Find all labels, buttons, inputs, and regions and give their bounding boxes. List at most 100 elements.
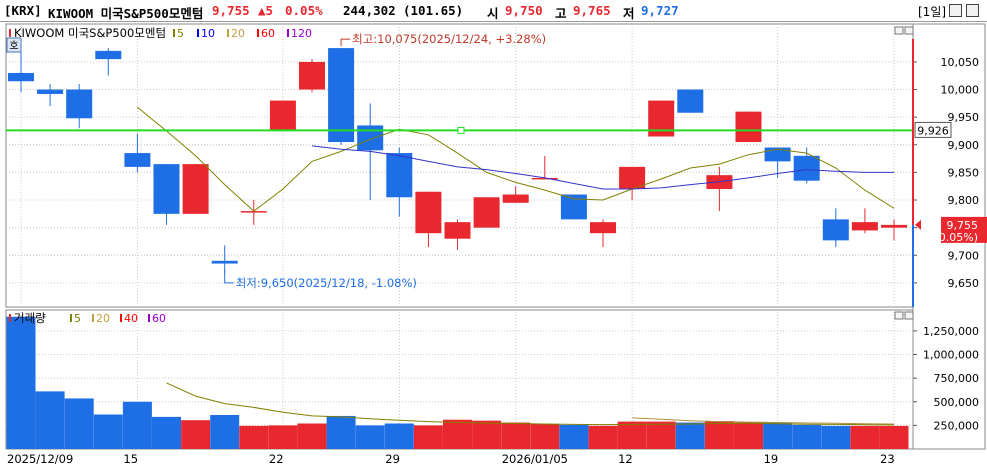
candle-body [124, 153, 151, 167]
price-tick-label: 9,950 [948, 111, 980, 124]
volume-tick-label: 1,000,000 [923, 349, 979, 362]
candle-body [66, 89, 93, 119]
candle-body [444, 222, 471, 239]
ma-legend-label: 10 [201, 27, 215, 40]
last-price-label: 9,755 [947, 219, 979, 232]
date-tick-label: 2026/01/05 [502, 452, 568, 466]
price-tick-label: 9,900 [948, 139, 980, 152]
open-price: 9,750 [505, 3, 543, 18]
date-tick-label: 12 [618, 452, 633, 466]
volume-bar [443, 419, 472, 449]
candle-body [881, 224, 907, 228]
price-tick-label: 9,850 [948, 166, 980, 179]
volume-value: 244,302 [343, 3, 396, 18]
volume-bar [588, 425, 618, 449]
volume-bar [617, 421, 647, 449]
low-price: 9,727 [641, 3, 679, 18]
ma-legend-label: 20 [231, 27, 245, 40]
candle-body [240, 211, 267, 213]
volume-ma-legend-marker [120, 314, 122, 322]
crosshair-handle[interactable] [457, 126, 465, 134]
volume-ma5-line [166, 382, 895, 426]
market-code: [KRX] [4, 3, 42, 18]
candle-body [299, 61, 325, 90]
candle-body [851, 222, 878, 231]
volume-ma-legend-marker [148, 314, 150, 322]
volume-ma-legend-marker [92, 314, 94, 322]
volume-ma-legend-label: 40 [124, 312, 138, 325]
candle-body [182, 164, 209, 214]
panel-window-button[interactable] [904, 26, 914, 35]
quote-tag-button[interactable] [6, 37, 22, 53]
restore-button[interactable] [949, 4, 962, 17]
candle-body [415, 191, 442, 234]
volume-bar [559, 424, 589, 449]
ma-legend-label: 120 [291, 27, 312, 40]
price-tick-label: 10,050 [941, 56, 980, 69]
volume-bar [64, 398, 94, 449]
date-tick-label: 23 [880, 452, 895, 466]
volume-bar [355, 425, 385, 449]
volume-bar [675, 422, 705, 449]
candle-body [590, 222, 616, 234]
candle-body [153, 164, 180, 214]
candle-body [328, 48, 355, 143]
candle-body [502, 194, 529, 203]
last-price-box [941, 216, 987, 243]
candle-body [473, 197, 500, 228]
date-tick-label: 2025/12/09 [7, 452, 73, 466]
volume-bar [326, 415, 356, 449]
date-tick-label: 15 [123, 452, 138, 466]
volume-bar [734, 422, 763, 449]
volume-bar [850, 425, 880, 449]
volume-ma-legend-label: 60 [152, 312, 166, 325]
date-tick-label: 22 [269, 452, 284, 466]
volume-legend-marker [9, 314, 11, 322]
candle-body [735, 111, 762, 143]
instrument-name: KIWOOM 미국S&P500모멘텀 [48, 6, 204, 21]
volume-bar [530, 423, 560, 449]
volume-bar [501, 422, 531, 449]
price-tick-label: 9,800 [948, 194, 980, 207]
volume-bar [122, 401, 152, 449]
volume-ratio: (101.65) [403, 3, 464, 18]
price-ma10-line [311, 145, 894, 190]
volume-bar [646, 421, 676, 449]
crosshair-value: 9,926 [917, 124, 949, 137]
panel-window-button[interactable] [894, 311, 904, 320]
volume-tick-label: 1,250,000 [923, 325, 979, 338]
candle-body [8, 72, 34, 82]
volume-bar [763, 422, 793, 449]
volume-bar [413, 425, 443, 449]
candle-body [386, 153, 413, 198]
max-annotation: 최고:10,075(2025/12/24, +3.28%) [352, 32, 546, 46]
close-button[interactable] [966, 4, 979, 17]
candle-body [677, 89, 704, 113]
min-annotation: 최저:9,650(2025/12/18, -1.08%) [236, 276, 417, 290]
volume-bar [35, 391, 65, 449]
volume-bar [6, 316, 36, 449]
volume-legend-name: 거래량 [14, 311, 46, 325]
volume-ma-legend-label: 20 [96, 312, 110, 325]
panel-window-button[interactable] [904, 311, 914, 320]
volume-bar [384, 423, 414, 449]
high-price: 9,765 [573, 3, 611, 18]
price-tick-label: 9,700 [948, 249, 980, 262]
volume-bar [704, 421, 734, 449]
period-selector[interactable]: [1일] [918, 5, 947, 19]
candle-body [95, 50, 122, 60]
last-change-label: ( 0.05%) [931, 231, 978, 244]
price-tick-label: 10,000 [941, 84, 980, 97]
price-change-pct: 0.05% [285, 3, 323, 18]
volume-tick-label: 250,000 [934, 419, 980, 432]
candle-body [37, 89, 64, 94]
ma-legend-marker [197, 29, 199, 37]
ma-legend-marker [227, 29, 229, 37]
last-price-marker [915, 219, 921, 230]
price-tick-label: 9,650 [948, 277, 980, 290]
candle-body [793, 155, 820, 181]
panel-window-button[interactable] [894, 26, 904, 35]
min-pointer [224, 270, 234, 284]
